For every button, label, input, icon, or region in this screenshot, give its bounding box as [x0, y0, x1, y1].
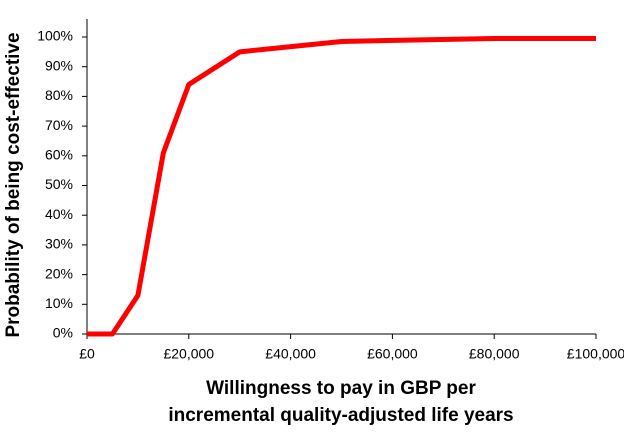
- x-tick-label: £60,000: [367, 346, 418, 362]
- x-tick-label: £20,000: [163, 346, 214, 362]
- y-tick-label: 20%: [45, 265, 73, 281]
- x-axis-label: incremental quality-adjusted life years: [168, 405, 513, 426]
- data-line: [87, 35, 596, 337]
- y-tick-label: 50%: [45, 176, 73, 192]
- x-axis-label: Willingness to pay in GBP per: [206, 378, 476, 399]
- y-tick-label: 0%: [53, 325, 73, 341]
- y-tick-label: 10%: [45, 295, 73, 311]
- x-tick-label: £80,000: [469, 346, 520, 362]
- y-tick-label: 40%: [45, 206, 73, 222]
- y-tick-label: 60%: [45, 147, 73, 163]
- y-tick-label: 80%: [45, 87, 73, 103]
- x-tick-label: £0: [79, 346, 95, 362]
- y-tick-label: 100%: [37, 28, 73, 44]
- y-tick-label: 30%: [45, 236, 73, 252]
- y-tick-label: 70%: [45, 117, 73, 133]
- y-tick-label: 90%: [45, 57, 73, 73]
- y-axis-label: Probability of being cost-effective: [3, 32, 24, 337]
- x-tick-label: £40,000: [265, 346, 316, 362]
- x-tick-label: £100,000: [567, 346, 624, 362]
